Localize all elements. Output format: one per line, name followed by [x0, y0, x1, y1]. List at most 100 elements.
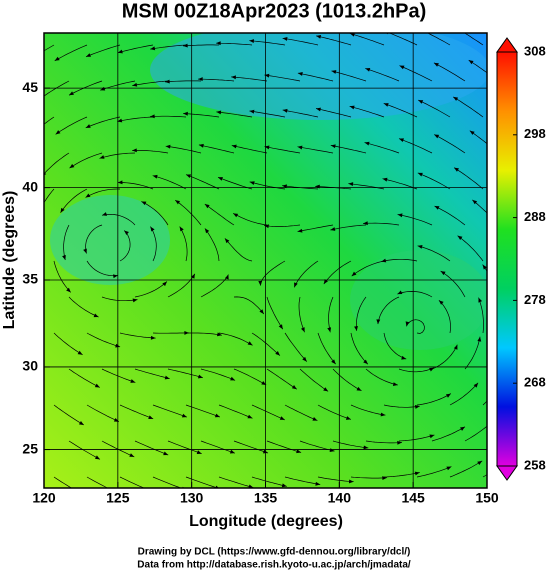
arrowhead — [329, 448, 335, 452]
arrowhead — [351, 271, 357, 277]
colorbar-tick-label: 308 — [524, 43, 546, 58]
cool-patch — [350, 250, 487, 350]
arrowhead — [457, 235, 463, 240]
arrowhead — [472, 199, 478, 205]
cool-patch — [50, 195, 170, 285]
streamline — [55, 116, 88, 135]
arrowhead — [482, 264, 487, 270]
colorbar-tick-label: 258 — [524, 457, 546, 472]
streamline — [164, 80, 202, 83]
arrowhead — [477, 460, 483, 466]
streamline — [297, 224, 334, 232]
arrowhead — [434, 206, 440, 210]
colorbar-extend — [496, 465, 518, 481]
credit: Drawing by DCL (https://www.gfd-dennou.o… — [138, 547, 411, 558]
streamline — [350, 404, 386, 416]
streamline — [198, 144, 235, 154]
streamline — [167, 440, 202, 455]
arrowhead — [363, 445, 369, 450]
arrowhead — [281, 483, 287, 488]
arrowhead — [248, 484, 254, 488]
arrowhead — [198, 143, 204, 148]
streamline — [330, 145, 367, 154]
arrowhead — [453, 344, 458, 350]
arrowhead — [94, 383, 100, 388]
streamline — [323, 260, 352, 285]
streamline — [218, 404, 253, 419]
x-tick-label: 120 — [32, 490, 56, 506]
streamline — [152, 476, 182, 488]
streamline — [53, 404, 85, 426]
arrowhead — [62, 255, 66, 260]
arrowhead — [249, 39, 255, 43]
streamline — [266, 440, 302, 453]
streamline — [364, 142, 400, 154]
arrowhead — [69, 163, 75, 169]
y-tick-label: 30 — [22, 358, 38, 374]
arrowhead — [297, 145, 303, 150]
arrowhead — [381, 258, 387, 263]
arrowhead — [86, 53, 92, 57]
y-tick-label: 45 — [22, 79, 38, 95]
streamline — [134, 368, 170, 380]
arrowhead — [417, 245, 423, 249]
streamline — [68, 440, 101, 460]
streamline — [149, 115, 187, 118]
streamline — [350, 476, 388, 479]
arrowhead — [294, 282, 298, 288]
arrowhead — [150, 46, 156, 51]
streamline — [328, 296, 334, 333]
streamline — [298, 296, 305, 333]
arrowhead — [231, 144, 237, 149]
streamline — [132, 80, 169, 86]
streamline — [463, 33, 484, 46]
arrowhead — [198, 77, 203, 82]
arrowhead — [438, 300, 444, 305]
streamline — [453, 167, 484, 190]
x-tick-label: 130 — [180, 490, 204, 506]
streamline — [457, 235, 484, 262]
y-tick-label: 40 — [22, 178, 38, 194]
streamline — [249, 181, 286, 190]
arrowhead — [179, 226, 184, 232]
streamline — [224, 238, 253, 262]
streamline — [349, 105, 385, 118]
arrowhead — [163, 451, 169, 456]
streamline — [198, 78, 235, 82]
streamline — [44, 116, 55, 125]
arrowhead — [117, 49, 123, 54]
streamline — [216, 42, 253, 46]
x-tick-label: 135 — [254, 490, 278, 506]
colorbar-tick-label: 278 — [524, 292, 546, 307]
streamline — [251, 404, 285, 421]
streamline — [297, 72, 334, 82]
streamline — [134, 281, 168, 298]
streamline — [165, 145, 202, 154]
streamline — [449, 382, 479, 406]
arrowhead — [264, 73, 270, 78]
arrowhead — [54, 56, 60, 61]
streamline — [101, 296, 138, 302]
streamline — [101, 213, 136, 226]
arrowhead — [93, 313, 99, 318]
streamline — [63, 224, 70, 261]
streamline — [44, 152, 70, 175]
arrowhead — [446, 466, 452, 471]
streamline — [167, 368, 204, 379]
streamline — [249, 40, 286, 46]
streamline — [53, 332, 83, 356]
arrowhead — [453, 96, 459, 101]
streamline — [101, 368, 136, 383]
arrowhead — [477, 336, 482, 342]
arrowhead — [429, 434, 435, 439]
arrowhead — [392, 382, 398, 387]
arrowhead — [489, 420, 494, 425]
streamline — [204, 228, 220, 262]
arrowhead — [78, 421, 84, 426]
streamline — [356, 296, 367, 331]
credit: Data from http://database.rish.kyoto-u.a… — [137, 560, 411, 571]
arrowhead — [94, 455, 100, 460]
colorbar — [496, 51, 518, 467]
streamline — [85, 44, 121, 58]
